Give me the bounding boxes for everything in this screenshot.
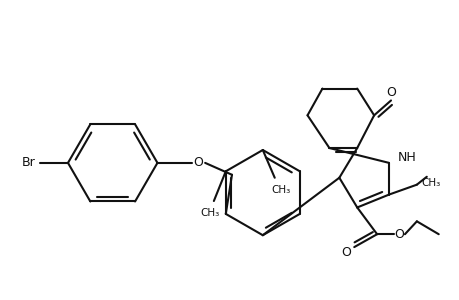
Text: CH₃: CH₃	[420, 178, 439, 188]
Text: O: O	[385, 86, 395, 99]
Text: CH₃: CH₃	[270, 184, 290, 195]
Text: O: O	[341, 245, 351, 259]
Text: O: O	[193, 156, 203, 170]
Text: O: O	[393, 228, 403, 241]
Text: Br: Br	[21, 156, 35, 170]
Text: CH₃: CH₃	[200, 208, 219, 218]
Text: NH: NH	[397, 152, 415, 164]
